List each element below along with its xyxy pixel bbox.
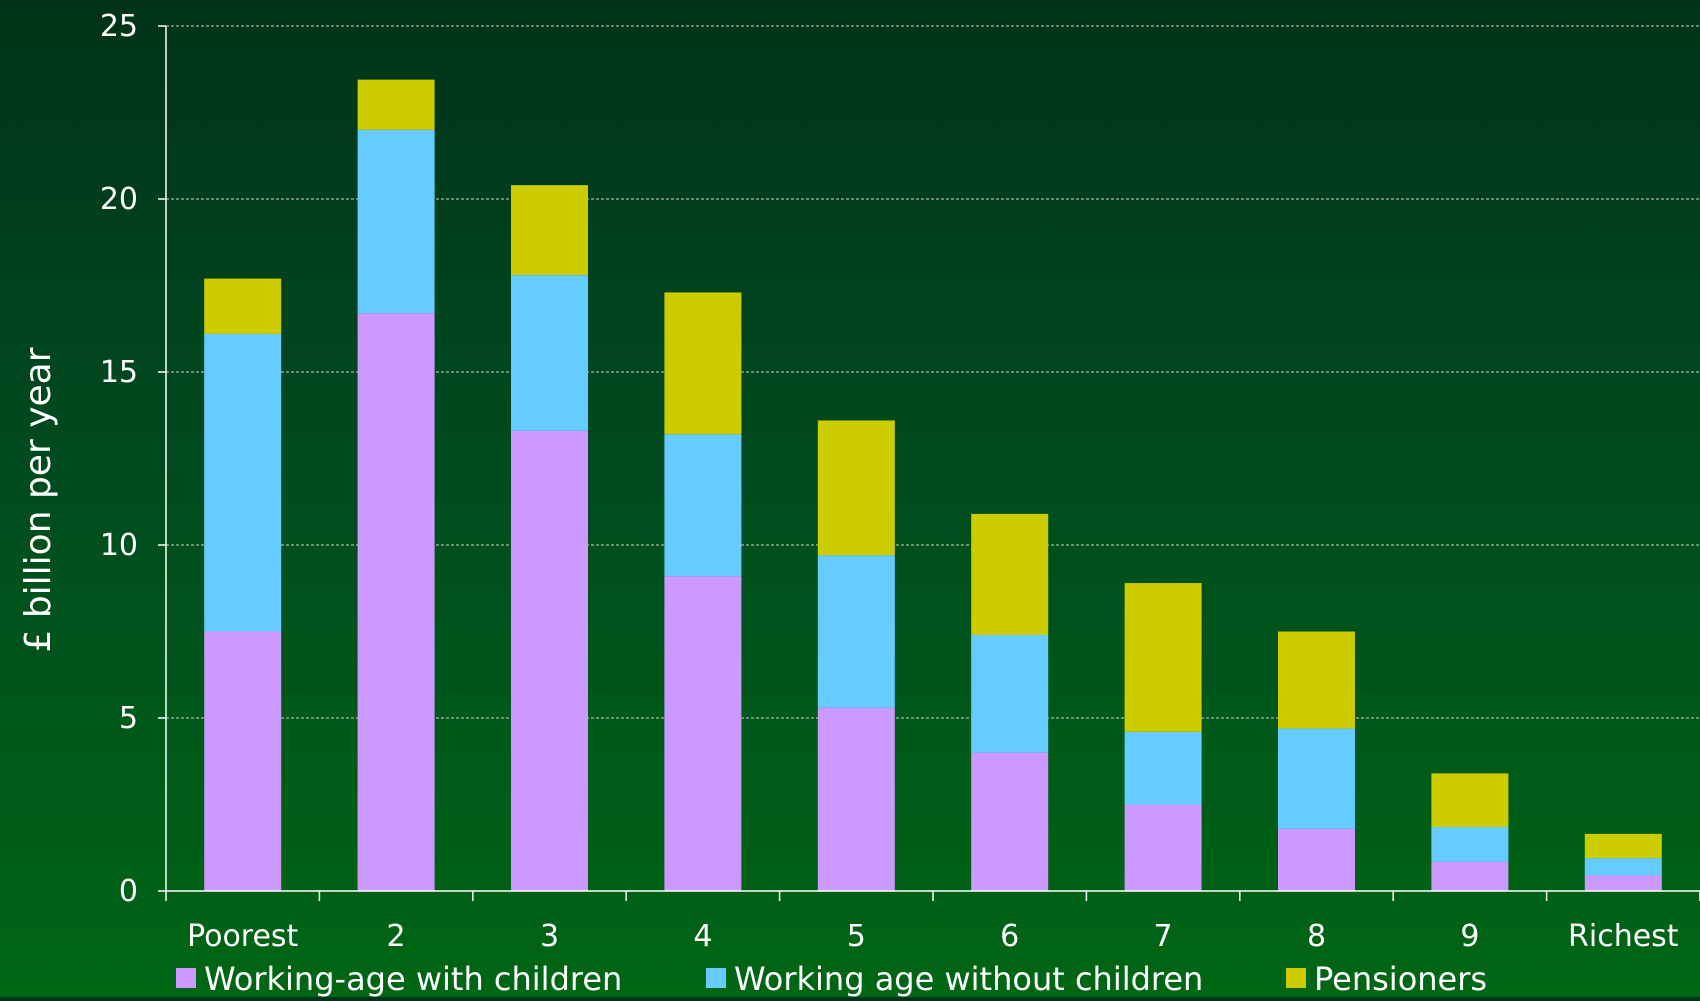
bar-segment (664, 434, 742, 577)
bar-segment (204, 333, 282, 632)
bar-segment (971, 513, 1049, 635)
bars (204, 79, 1662, 891)
bar-segment (1431, 861, 1509, 891)
bar-segment (1584, 875, 1662, 891)
bar-segment (817, 420, 895, 556)
bar-segment (1278, 631, 1355, 729)
y-tick-label: 0 (119, 874, 138, 909)
bar-segment (1278, 728, 1355, 829)
x-tick-label: 3 (540, 919, 559, 954)
bar-segment (817, 707, 895, 891)
y-axis-label: £ billion per year (18, 347, 59, 652)
bar-segment (1431, 773, 1509, 827)
bar-segment (511, 275, 588, 431)
bar-segment (664, 576, 742, 891)
legend-swatch (1286, 968, 1306, 988)
legend-label: Working age without children (734, 960, 1203, 997)
bar-segment (511, 430, 588, 891)
bar-segment (1124, 804, 1202, 891)
legend-swatch (706, 968, 726, 988)
bar-segment (1584, 833, 1662, 859)
bar-segment (357, 313, 435, 891)
y-axis-title: £ billion per year (18, 347, 59, 652)
bar-segment (1431, 826, 1509, 862)
bar-segment (1124, 583, 1202, 732)
legend-swatch (176, 968, 196, 988)
y-tick-label: 15 (100, 355, 138, 390)
bar-segment (1278, 828, 1355, 891)
bar-segment (357, 79, 435, 130)
bar-segment (511, 185, 588, 276)
bar-segment (1584, 858, 1662, 876)
y-tick-label: 5 (119, 701, 138, 736)
bar-segment (204, 631, 282, 891)
bar-segment (357, 129, 435, 314)
y-tick-label: 25 (100, 9, 138, 44)
x-tick-label: 8 (1307, 919, 1326, 954)
x-tick-label: 4 (693, 919, 712, 954)
bar-segment (971, 634, 1049, 753)
bar-segment (1124, 731, 1202, 805)
bar-segment (817, 555, 895, 708)
legend-label: Working-age with children (204, 960, 622, 997)
bar-segment (204, 278, 282, 334)
x-tick-label: 6 (1000, 919, 1019, 954)
x-tick-label: 9 (1460, 919, 1479, 954)
legend-label: Pensioners (1314, 960, 1487, 997)
y-tick-label: 20 (100, 182, 138, 217)
y-tick-label: 10 (100, 528, 138, 563)
bar-segment (664, 292, 742, 435)
x-tick-label: 5 (847, 919, 866, 954)
x-tick-label: Poorest (187, 919, 298, 954)
bar-segment (971, 752, 1049, 891)
axes: 0 5 10 15 20 25 Poorest 2 3 4 5 6 7 8 9 Richest (100, 9, 1700, 954)
x-tick-label: 7 (1154, 919, 1173, 954)
x-tick-label: 2 (387, 919, 406, 954)
legend: Working-age with children Working age wit… (176, 960, 1487, 998)
x-tick-label: Richest (1568, 919, 1679, 954)
